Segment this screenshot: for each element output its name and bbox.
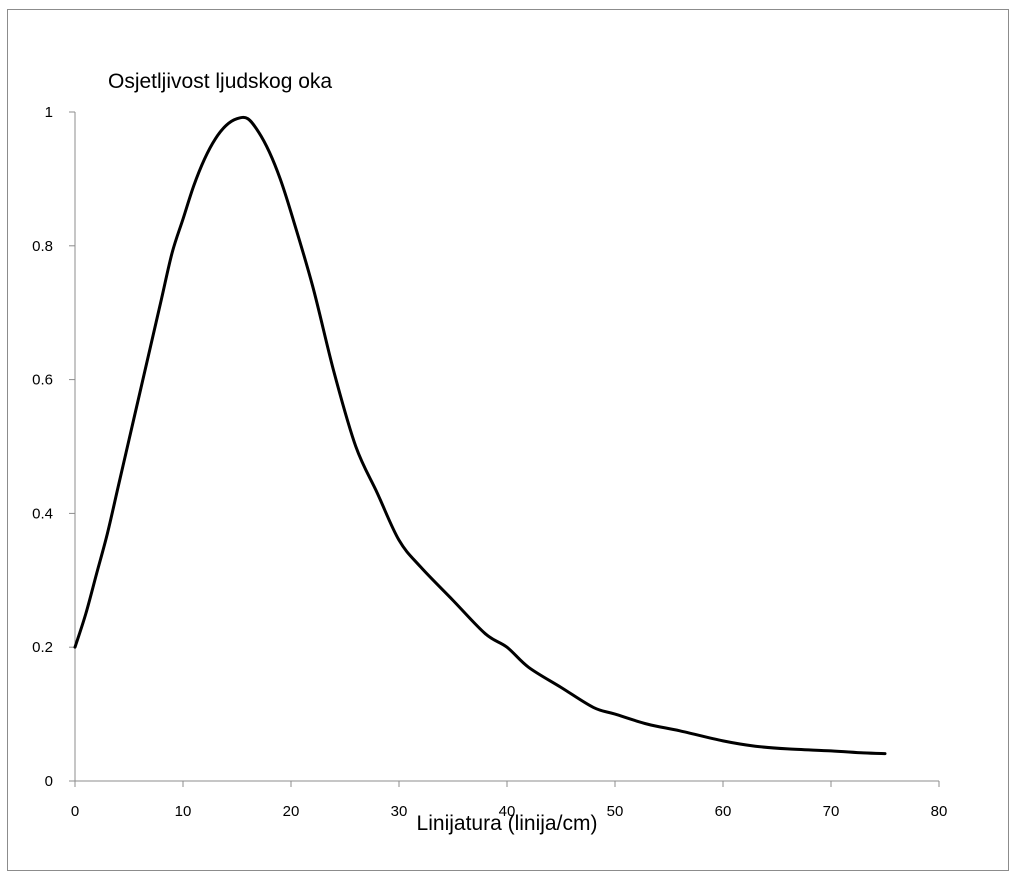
data-point [560,686,563,689]
data-point [678,729,681,732]
data-point [84,612,87,615]
data-point [95,572,98,575]
data-point [333,371,336,374]
data-point [398,539,401,542]
y-tick-label: 0.2 [32,639,53,656]
x-tick-label: 40 [499,803,516,820]
data-point [527,666,530,669]
x-tick-label: 20 [283,803,300,820]
axes [74,112,939,782]
data-point [311,284,314,287]
data-point [354,445,357,448]
data-point [830,749,833,752]
x-tick-label: 60 [715,803,732,820]
data-point [192,184,195,187]
data-point [884,752,887,755]
y-tick-label: 1 [45,104,53,121]
data-point [106,532,109,535]
x-tick-label: 70 [823,803,840,820]
data-point [452,599,455,602]
y-tick-label: 0 [45,773,53,790]
data-point [236,117,239,120]
y-tick-label: 0.6 [32,372,53,389]
data-point [138,391,141,394]
data-point [614,713,617,716]
data-point [257,131,260,134]
data-point [754,745,757,748]
x-tick-label: 80 [931,803,948,820]
y-tick-label: 0.4 [32,505,53,522]
data-point [182,218,185,221]
data-point [506,646,509,649]
data-point [74,646,77,649]
x-axis-label: Linijatura (linija/cm) [417,812,598,835]
data-point [117,485,120,488]
data-point [722,739,725,742]
data-point [862,751,865,754]
data-point [203,157,206,160]
series-line [73,115,887,756]
x-tick-label: 0 [71,803,79,820]
series-points [74,117,887,755]
data-point [592,706,595,709]
data-point [268,151,271,154]
y-tick-label: 0.8 [32,238,53,255]
data-point [290,211,293,214]
data-point [171,251,174,254]
data-point [128,438,131,441]
data-point [279,177,282,180]
x-tick-label: 30 [391,803,408,820]
x-ticks: 0 10 20 30 40 50 60 70 80 [71,781,948,820]
data-point [160,298,163,301]
y-ticks: 0 0.2 0.4 0.6 0.8 1 [32,104,75,790]
chart-frame [7,9,1009,871]
data-point [646,723,649,726]
x-tick-label: 50 [607,803,624,820]
data-point [246,117,249,120]
data-point [484,632,487,635]
data-point [214,137,217,140]
data-point [225,124,228,127]
data-point [149,345,152,348]
data-point [786,747,789,750]
chart-title: Osjetljivost ljudskog oka [108,70,332,93]
data-point [376,492,379,495]
x-tick-label: 10 [175,803,192,820]
data-point [419,565,422,568]
